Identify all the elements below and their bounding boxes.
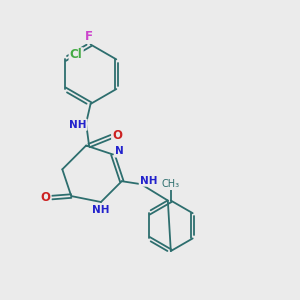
Text: F: F	[85, 30, 93, 43]
Text: N: N	[115, 146, 124, 157]
Text: CH₃: CH₃	[162, 179, 180, 189]
Text: NH: NH	[140, 176, 157, 186]
Text: O: O	[40, 191, 50, 204]
Text: NH: NH	[92, 205, 110, 215]
Text: NH: NH	[69, 120, 86, 130]
Text: Cl: Cl	[70, 48, 83, 62]
Text: O: O	[112, 129, 122, 142]
